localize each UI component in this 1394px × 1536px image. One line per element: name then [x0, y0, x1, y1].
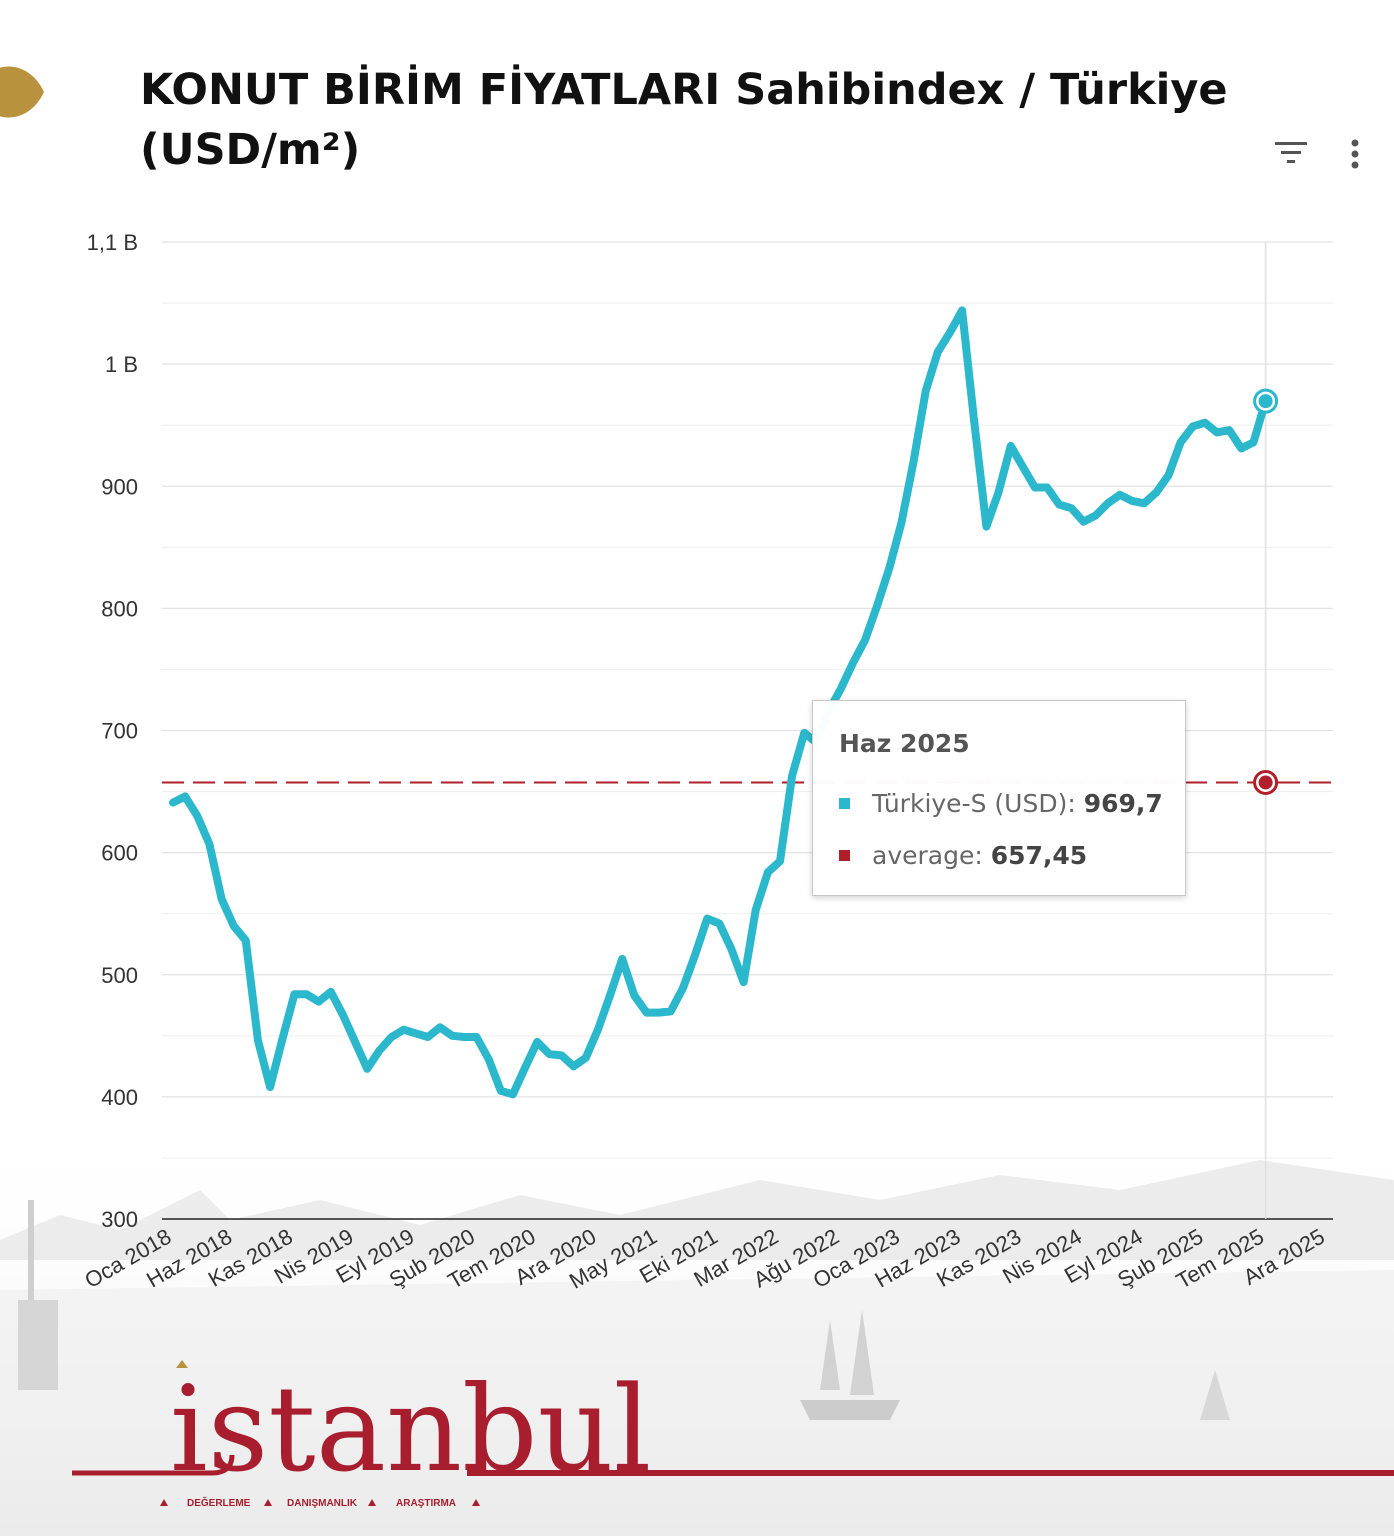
- tooltip-row-series: Türkiye-S (USD): 969,7: [839, 789, 1163, 818]
- logo-tagline-2: DANIŞMANLIK: [287, 1498, 358, 1509]
- y-tick-label: 400: [101, 1085, 138, 1110]
- highlight-markers: [1253, 388, 1279, 795]
- tooltip-series-label: Türkiye-S (USD):: [872, 789, 1084, 818]
- y-tick-label: 600: [101, 841, 138, 866]
- chart-title: KONUT BİRİM FİYATLARI Sahibindex / Türki…: [140, 65, 1228, 175]
- highlight-marker-average-dot: [1258, 775, 1273, 790]
- tooltip-series-value: 969,7: [1083, 789, 1163, 818]
- istanbul-logo: istanbul DEĞERLEME DANIŞMANLIK ARAŞTIRMA: [72, 1360, 1394, 1509]
- tooltip-title: Haz 2025: [839, 729, 970, 758]
- y-tick-label: 700: [101, 719, 138, 744]
- logo-tagline-1: DEĞERLEME: [187, 1496, 251, 1509]
- logo-wordmark: istanbul: [170, 1360, 651, 1498]
- y-tick-label: 800: [101, 596, 138, 621]
- highlight-marker-series-dot: [1258, 394, 1273, 409]
- turkiye-series: [169, 306, 1270, 1099]
- y-tick-label: 900: [101, 474, 138, 499]
- tooltip-average-value: 657,45: [990, 841, 1088, 870]
- y-tick-label: 300: [101, 1207, 138, 1232]
- tooltip-row-average: average: 657,45: [839, 841, 1087, 870]
- y-tick-label: 1,1 B: [87, 230, 138, 255]
- tooltip-average-label: average:: [872, 841, 991, 870]
- more-vertical-icon[interactable]: [1344, 138, 1366, 172]
- y-tick-label: 500: [101, 963, 138, 988]
- brand-leaf-icon: [0, 66, 44, 118]
- average-swatch: [839, 849, 850, 861]
- chart-tooltip: Haz 2025 Türkiye-S (USD): 969,7 average:…: [812, 700, 1186, 896]
- y-tick-label: 1 B: [105, 352, 138, 377]
- background-harbor-illustration: [0, 1120, 1394, 1536]
- filter-icon[interactable]: [1274, 138, 1308, 168]
- series-line-turkiye: [169, 306, 1270, 1099]
- series-swatch: [839, 797, 850, 809]
- line-chart: 300 400 500 600 700 800 900 1 B 1,1 B Oca 2018Ha…: [80, 230, 1333, 1294]
- logo-tagline-3: ARAŞTIRMA: [396, 1498, 456, 1509]
- y-axis-labels: 300 400 500 600 700 800 900 1 B 1,1 B: [87, 230, 138, 1232]
